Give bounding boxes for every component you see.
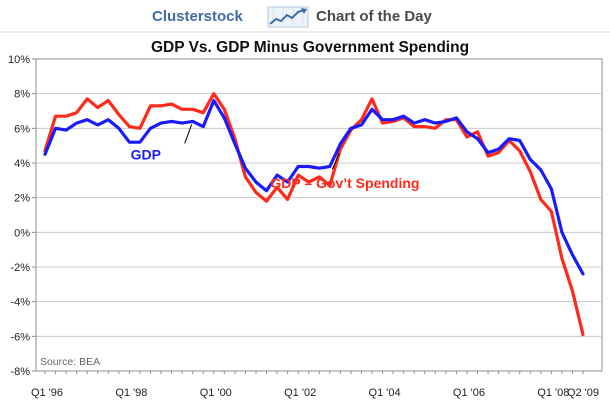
y-tick-label: -4%: [10, 297, 30, 309]
y-tick-label: 0%: [14, 227, 30, 239]
plot-area: [35, 58, 603, 372]
x-tick-label: Q1 '96: [31, 387, 63, 399]
x-tick-label: Q1 '06: [453, 387, 485, 399]
y-tick-label: -8%: [10, 366, 30, 378]
x-tick-label: Q1 '02: [284, 387, 316, 399]
series-line-gdp: [43, 98, 585, 276]
x-tick-label: Q1 '04: [369, 387, 401, 399]
x-axis: Q1 '96 Q1 '98 Q1 '00 Q1 '02 Q1 '04 Q1 '06 Q1 '…: [31, 371, 599, 399]
chart-of-the-day-label: Chart of the Day: [316, 8, 433, 25]
chart-title: GDP Vs. GDP Minus Government Spending: [151, 39, 469, 56]
y-tick-label: 4%: [14, 158, 30, 170]
brand-name: Clusterstock: [152, 8, 244, 25]
series-line-gdp-minus-gov: [43, 92, 585, 337]
source-note: Source: BEA: [40, 356, 100, 368]
header-banner: Clusterstock Chart of the Day: [152, 6, 433, 28]
y-tick-label: 10%: [8, 54, 30, 66]
x-tick-label: Q1 '98: [115, 387, 147, 399]
y-tick-label: -2%: [10, 262, 30, 274]
gridlines: [36, 93, 602, 337]
y-tick-label: 8%: [14, 89, 30, 101]
y-tick-label: -6%: [10, 331, 30, 343]
x-tick-label: Q2 '09: [567, 387, 599, 399]
gdp-leader-line: [184, 124, 193, 144]
gdp-minus-gov-series-label: GDP – Gov’t Spending: [270, 175, 419, 191]
trend-chart-icon: [267, 6, 309, 28]
x-tick-label: Q1 '00: [200, 387, 232, 399]
y-tick-label: 2%: [14, 193, 30, 205]
gov-leader-line: [331, 152, 340, 170]
series-layer: [43, 92, 585, 337]
gdp-series-label: GDP: [131, 146, 161, 162]
y-tick-label: 6%: [14, 123, 30, 135]
y-axis: -8% -6% -4% -2% 0% 2% 4% 6% 8% 10%: [8, 54, 36, 378]
x-tick-label: Q1 '08: [537, 387, 569, 399]
annotations: GDP GDP – Gov’t Spending: [131, 124, 419, 191]
